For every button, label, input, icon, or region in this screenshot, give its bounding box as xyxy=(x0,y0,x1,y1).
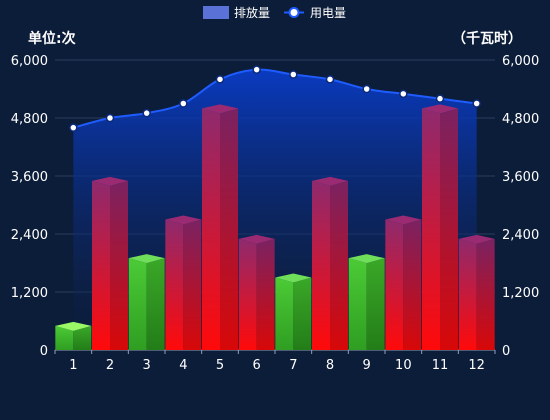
legend-line-marker xyxy=(288,7,300,18)
bar-side-face xyxy=(440,108,458,350)
line-point[interactable] xyxy=(399,89,408,99)
bar-front-face xyxy=(385,219,404,350)
line-point[interactable] xyxy=(362,84,371,94)
bar-side-face xyxy=(330,180,348,350)
legend-line-label[interactable]: 用电量 xyxy=(310,6,346,20)
bar-top-face xyxy=(128,254,165,264)
bar[interactable] xyxy=(422,104,458,350)
bar[interactable] xyxy=(238,234,275,350)
bar-front-face xyxy=(202,108,220,350)
line-point[interactable] xyxy=(289,70,298,79)
y-right-tick-label: 0 xyxy=(502,344,510,359)
bar-top-face xyxy=(458,234,495,244)
bars xyxy=(55,104,495,351)
line-point[interactable] xyxy=(69,123,78,132)
legend-bar-label[interactable]: 排放量 xyxy=(234,5,270,20)
bar-front-face xyxy=(238,238,257,350)
axes: 0 0 1,200 1,200 2,400 2,400 3,600 3,600 4,800 4,8… xyxy=(11,54,539,373)
bar-front-face xyxy=(92,180,110,350)
bar[interactable] xyxy=(202,104,238,350)
y-left-unit-label: 单位:次 xyxy=(28,30,76,47)
bar-top-face xyxy=(385,215,422,225)
bar-top-face xyxy=(202,104,238,114)
y-right-tick-label: 3,600 xyxy=(502,170,539,185)
line-point[interactable] xyxy=(179,99,188,108)
bar[interactable] xyxy=(275,273,312,351)
x-tick-label: 4 xyxy=(179,358,187,373)
bar-front-face xyxy=(128,258,147,350)
x-tick-label: 3 xyxy=(143,358,151,373)
legend-bar-swatch xyxy=(203,6,229,19)
y-right-unit-label: （千瓦时） xyxy=(452,30,522,47)
line-point[interactable] xyxy=(472,99,481,108)
y-right-tick-label: 6,000 xyxy=(502,54,539,69)
bar-side-face xyxy=(183,219,202,350)
x-tick-label: 11 xyxy=(432,358,449,373)
bar-front-face xyxy=(348,258,367,350)
bar-front-face xyxy=(55,325,74,350)
bar-front-face xyxy=(165,219,184,350)
bar-top-face xyxy=(422,104,458,114)
y-right-tick-label: 4,800 xyxy=(502,112,539,127)
bar-front-face xyxy=(312,180,330,350)
x-tick-label: 6 xyxy=(253,358,261,373)
legend[interactable]: 排放量 用电量 xyxy=(203,5,346,20)
line-point[interactable] xyxy=(142,108,151,118)
bar-top-face xyxy=(275,273,312,283)
bar-front-face xyxy=(422,108,440,350)
bar[interactable] xyxy=(385,215,422,351)
y-left-tick-label: 0 xyxy=(40,344,48,359)
bar[interactable] xyxy=(312,176,348,350)
bar-side-face xyxy=(256,238,275,350)
x-tick-label: 1 xyxy=(69,358,77,373)
bar-side-face xyxy=(476,238,495,350)
x-tick-label: 8 xyxy=(326,358,334,373)
bar-side-face xyxy=(366,258,385,350)
x-tick-label: 12 xyxy=(468,358,485,373)
x-tick-label: 7 xyxy=(289,358,297,373)
bar-side-face xyxy=(293,277,312,350)
bar-front-face xyxy=(275,277,294,350)
bar-top-face xyxy=(348,254,385,264)
bar[interactable] xyxy=(55,321,92,350)
x-tick-label: 2 xyxy=(106,358,114,373)
bar-front-face xyxy=(458,238,477,350)
y-right-tick-label: 1,200 xyxy=(502,286,539,301)
bar[interactable] xyxy=(165,215,202,351)
bar-side-face xyxy=(220,108,238,350)
line-point[interactable] xyxy=(252,65,261,74)
bar-top-face xyxy=(55,321,92,331)
y-left-tick-label: 1,200 xyxy=(11,286,48,301)
line-point[interactable] xyxy=(325,75,335,84)
y-left-tick-label: 4,800 xyxy=(11,112,48,127)
line-point[interactable] xyxy=(105,113,115,123)
line-series xyxy=(69,65,481,132)
y-left-tick-label: 6,000 xyxy=(11,54,48,69)
bar-side-face xyxy=(146,258,165,350)
line-point[interactable] xyxy=(215,75,225,84)
bar-top-face xyxy=(92,176,128,186)
y-right-tick-label: 2,400 xyxy=(502,228,539,243)
y-left-tick-label: 2,400 xyxy=(11,228,48,243)
x-tick-label: 9 xyxy=(363,358,371,373)
bar-side-face xyxy=(403,219,422,350)
bar-side-face xyxy=(73,325,92,350)
bar-top-face xyxy=(238,234,275,244)
bar-top-face xyxy=(165,215,202,225)
bar[interactable] xyxy=(128,254,165,350)
bar[interactable] xyxy=(92,176,128,350)
y-left-tick-label: 3,600 xyxy=(11,170,48,185)
bar[interactable] xyxy=(348,254,385,350)
x-tick-label: 5 xyxy=(216,358,224,373)
line-point[interactable] xyxy=(435,94,445,103)
bar[interactable] xyxy=(458,234,495,350)
x-tick-label: 10 xyxy=(395,358,412,373)
bar-top-face xyxy=(312,176,348,186)
bar-side-face xyxy=(110,180,128,350)
